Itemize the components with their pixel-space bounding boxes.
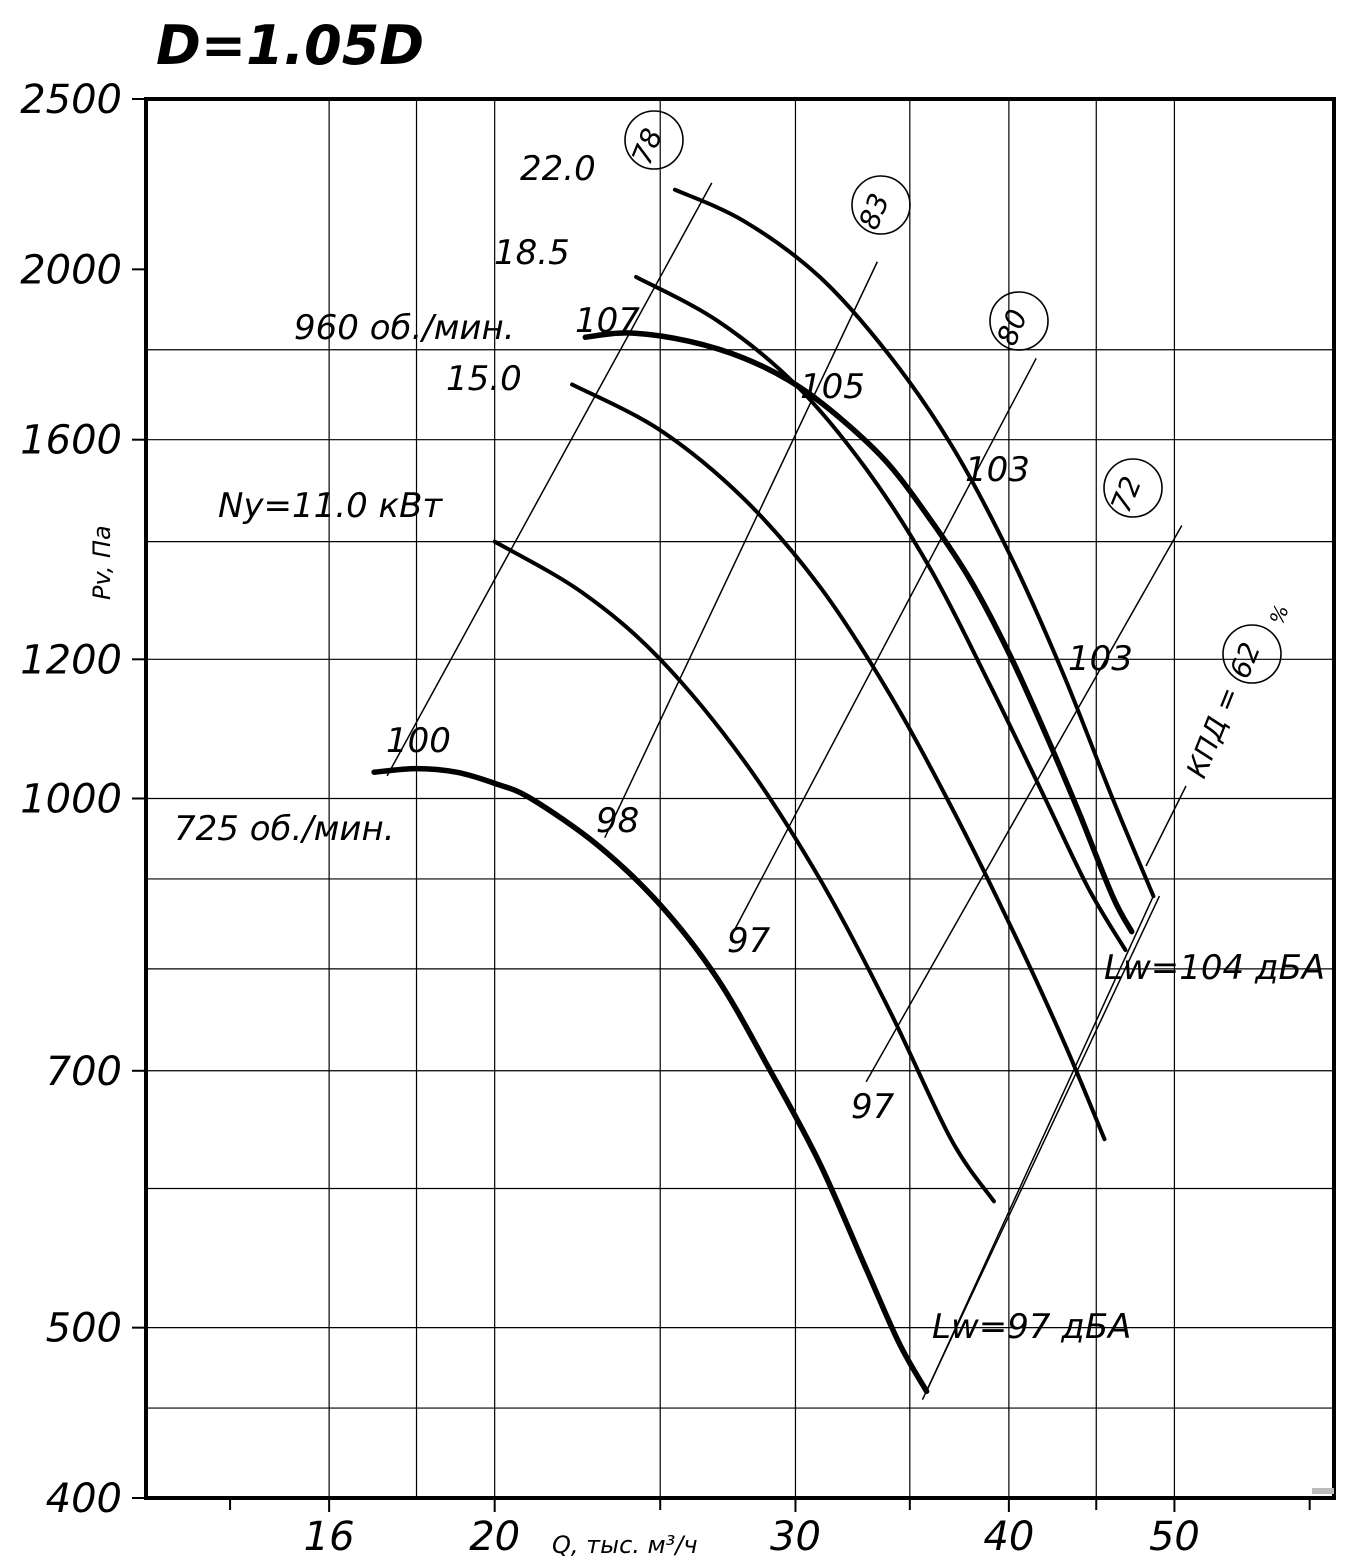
speed-label-960: 960 об./мин. bbox=[294, 308, 515, 348]
efficiency-label-62: КПД = 62 % bbox=[1145, 601, 1294, 867]
series-curve-0 bbox=[672, 187, 1156, 899]
efficiency-line-78 bbox=[386, 182, 713, 777]
endpoint-connector bbox=[925, 895, 1155, 1392]
power-label-18-5: 18.5 bbox=[494, 233, 570, 273]
x-tick-label-30: 30 bbox=[770, 1514, 821, 1560]
y-tick-label-700: 700 bbox=[46, 1049, 122, 1095]
efficiency-label-78: 78 bbox=[624, 110, 684, 170]
series-curve-4 bbox=[492, 539, 996, 1204]
grid bbox=[146, 99, 1334, 1498]
x-axis-label: Q, тыс. м³/ч bbox=[552, 1531, 698, 1559]
efficiency-unit: % bbox=[1264, 601, 1293, 628]
sound-label-107: 107 bbox=[575, 301, 640, 341]
efficiency-label-80: 80 bbox=[989, 291, 1049, 351]
efficiency-line-72 bbox=[865, 525, 1183, 1083]
efficiency-label-72: 72 bbox=[1103, 458, 1163, 518]
tiny-stamp bbox=[1312, 1488, 1334, 1494]
x-tick-label-16: 16 bbox=[304, 1514, 355, 1560]
series-curve-5 bbox=[371, 765, 930, 1395]
sound-label-98: 98 bbox=[596, 801, 639, 841]
y-axis-label: Pv, Па bbox=[88, 525, 116, 600]
sound-label-97a: 97 bbox=[727, 921, 771, 961]
speed-label-725: 725 об./мин. bbox=[174, 809, 395, 849]
y-tick-label-400: 400 bbox=[46, 1476, 122, 1522]
efficiency-prefix: КПД = bbox=[1180, 682, 1246, 783]
tick-labels: 2500 2000 1600 1200 1000 700 500 400 16 20 30 40 50 bbox=[20, 77, 1311, 1560]
x-tick-label-40: 40 bbox=[983, 1514, 1034, 1560]
sound-label-105: 105 bbox=[800, 367, 865, 407]
power-label-22: 22.0 bbox=[520, 149, 596, 189]
y-tick-label-1000: 1000 bbox=[20, 777, 122, 823]
efficiency-lines bbox=[386, 182, 1183, 1400]
power-label-15: 15.0 bbox=[446, 359, 522, 399]
series-curve-3 bbox=[570, 382, 1107, 1142]
efficiency-line-80 bbox=[732, 357, 1037, 932]
y-tick-label-2500: 2500 bbox=[20, 77, 122, 123]
sound-label-104dba: Lw=104 дБА bbox=[1104, 948, 1325, 988]
y-tick-label-500: 500 bbox=[46, 1306, 122, 1352]
efficiency-line-83 bbox=[604, 261, 879, 838]
efficiency-value-78: 78 bbox=[625, 124, 669, 169]
x-tick-label-20: 20 bbox=[469, 1514, 520, 1560]
efficiency-label-83: 83 bbox=[851, 175, 911, 235]
x-tick-label-50: 50 bbox=[1149, 1514, 1200, 1560]
y-tick-label-1200: 1200 bbox=[20, 637, 122, 683]
efficiency-label-62-leader bbox=[1145, 785, 1187, 867]
efficiency-value-80: 80 bbox=[990, 305, 1034, 350]
sound-label-103b: 103 bbox=[1068, 639, 1133, 679]
curves bbox=[371, 187, 1156, 1395]
sound-label-97dba: Lw=97 дБА bbox=[932, 1307, 1131, 1347]
efficiency-value-62: 62 bbox=[1223, 638, 1267, 683]
series-curve-1 bbox=[634, 275, 1128, 952]
power-label-11: Ny=11.0 кВт bbox=[218, 486, 443, 526]
y-tick-label-1600: 1600 bbox=[20, 418, 122, 464]
efficiency-value-72: 72 bbox=[1104, 472, 1148, 517]
series-curve-2 bbox=[582, 330, 1135, 935]
sound-label-100: 100 bbox=[386, 721, 451, 761]
sound-label-97b: 97 bbox=[851, 1087, 895, 1127]
y-tick-label-2000: 2000 bbox=[20, 247, 122, 293]
efficiency-value-83: 83 bbox=[852, 189, 896, 234]
chart-title: D=1.05D bbox=[156, 14, 424, 77]
sound-label-103a: 103 bbox=[965, 450, 1030, 490]
